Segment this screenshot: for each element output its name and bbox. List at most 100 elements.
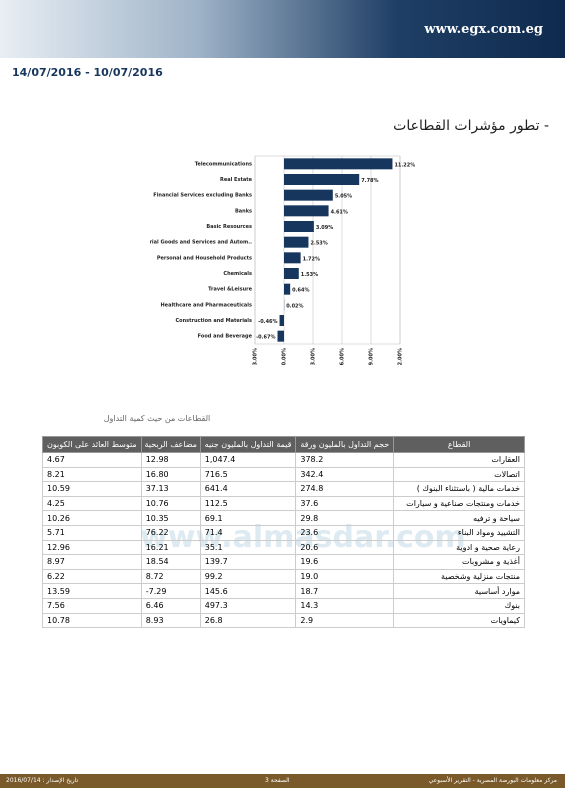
- table-row: موارد أساسية 18.7 145.6 7.29- 13.59: [42, 583, 525, 599]
- table-cell: 16.21: [140, 539, 201, 556]
- column-header: حجم التداول بالمليون ورقة: [295, 436, 395, 453]
- x-tick-label: 12.00%: [398, 348, 404, 365]
- table-cell: 7.29-: [140, 583, 201, 599]
- table-row: أغذية و مشروبات 19.6 139.7 18.54 8.97: [42, 554, 525, 570]
- table-cell: 1,047.4: [199, 452, 297, 468]
- table-cell: التشييد ومواد البناء: [393, 524, 525, 541]
- value-label: 1.53%: [301, 272, 318, 278]
- table-cell: 29.8: [295, 510, 395, 526]
- bar: [284, 205, 329, 217]
- table-cell: 18.54: [140, 554, 201, 570]
- table-cell: 8.97: [42, 554, 142, 570]
- table-row: التشييد ومواد البناء 23.6 71.4 76.22 5.71: [42, 524, 525, 541]
- bar: [284, 221, 314, 232]
- table-cell: خدمات ومنتجات صناعية و سيارات: [393, 495, 525, 512]
- value-label: 11.22%: [394, 162, 415, 168]
- table-cell: 342.4: [295, 466, 395, 483]
- table-cell: بنوك: [393, 597, 525, 614]
- x-tick-label: 3.00%: [311, 348, 317, 365]
- value-label: 1.72%: [303, 256, 320, 262]
- table-row: رعاية صحية و ادوية 20.6 35.1 16.21 12.96: [42, 539, 525, 556]
- page-number: الصفحة 3: [265, 777, 290, 784]
- category-label: Food and Beverage: [198, 334, 253, 340]
- table-cell: 71.4: [199, 524, 297, 541]
- table-cell: 18.7: [295, 583, 395, 599]
- table-cell: 10.35: [140, 510, 201, 526]
- chart: -3.00% 0.00% 3.00% 6.00% 9.00% 12.00% Telecomm…: [150, 155, 415, 365]
- table-cell: 5.71: [42, 524, 142, 541]
- footer: مركز معلومات البورصة المصرية - التقرير ا…: [0, 774, 565, 788]
- table-caption: القطاعات من حيث كمية التداول: [103, 414, 211, 423]
- table-cell: 35.1: [199, 539, 297, 556]
- column-header: القطاع: [393, 436, 525, 453]
- value-label: 0.64%: [292, 288, 309, 294]
- bar: [284, 252, 301, 264]
- header-row: القطاع حجم التداول بالمليون ورقة قيمة التد…: [42, 436, 525, 453]
- bar: [284, 174, 360, 185]
- x-tick-label: 6.00%: [340, 348, 346, 365]
- category-label: Telecommunications: [195, 161, 252, 167]
- table-cell: 13.59: [42, 583, 142, 599]
- column-header: قيمة التداول بالمليون جنيه: [199, 436, 297, 453]
- value-label: 0.02%: [286, 303, 303, 309]
- value-label: 3.09%: [316, 225, 333, 231]
- table-cell: خدمات مالية ( باستثناء البنوك ): [393, 481, 525, 497]
- bar: [279, 315, 284, 326]
- sector-table: القطاع حجم التداول بالمليون ورقة قيمة التد…: [42, 436, 525, 629]
- table-cell: 76.22: [140, 524, 201, 541]
- table-cell: رعاية صحية و ادوية: [393, 539, 525, 556]
- column-header: مضاعف الربحية: [140, 436, 201, 453]
- table-cell: سياحة و ترفيه: [393, 510, 525, 526]
- table-cell: 16.80: [140, 466, 201, 483]
- table-cell: 378.2: [295, 452, 395, 468]
- table-cell: 10.26: [42, 510, 142, 526]
- table-cell: 10.59: [42, 481, 142, 497]
- bar: [284, 189, 333, 201]
- table-cell: 8.72: [140, 568, 201, 585]
- table-cell: 14.3: [295, 597, 395, 614]
- plot-area: [254, 155, 401, 345]
- table-row: سياحة و ترفيه 29.8 69.1 10.35 10.26: [42, 510, 525, 526]
- table-cell: 69.1: [199, 510, 297, 526]
- table-cell: 10.76: [140, 495, 201, 512]
- bar: [284, 268, 299, 279]
- category-label: Real Estate: [220, 177, 253, 183]
- table-cell: 6.22: [42, 568, 142, 585]
- section-title: - تطور مؤشرات القطاعات: [393, 118, 549, 134]
- table-cell: 4.25: [42, 495, 142, 512]
- category-label: Chemicals: [223, 271, 252, 277]
- table-cell: 7.56: [42, 597, 142, 614]
- table-row: خدمات مالية ( باستثناء البنوك ) 274.8 641.…: [42, 481, 525, 497]
- table-cell: 99.2: [199, 568, 297, 585]
- table-cell: 6.46: [140, 597, 201, 614]
- category-label: Personal and Household Products: [157, 255, 252, 261]
- table-cell: 112.5: [199, 495, 297, 512]
- issue-date: تاريخ الإصدار : 2016/07/14: [6, 777, 79, 784]
- category-label: Financial Services excluding Banks: [153, 193, 252, 199]
- table-cell: 10.78: [42, 612, 142, 629]
- table-cell: منتجات منزلية وشخصية: [393, 568, 525, 585]
- table-cell: 23.6: [295, 524, 395, 541]
- table-cell: 716.5: [199, 466, 297, 483]
- table-cell: 37.6: [295, 495, 395, 512]
- table-cell: 26.8: [199, 612, 297, 629]
- table-cell: 274.8: [295, 481, 395, 497]
- table-cell: 2.9: [295, 612, 395, 629]
- category-label: Healthcare and Pharmaceuticals: [161, 302, 253, 308]
- table-cell: 4.67: [42, 452, 142, 468]
- value-label: 4.61%: [331, 209, 348, 215]
- table-cell: العقارات: [393, 452, 525, 468]
- date-range: 14/07/2016 - 10/07/2016: [12, 66, 163, 79]
- table-cell: 641.4: [199, 481, 297, 497]
- category-label: Industrial Goods and Services and Autom.…: [150, 240, 252, 246]
- value-label: 5.05%: [335, 194, 352, 200]
- column-header: متوسط العائد على الكوبون: [42, 436, 142, 453]
- table-cell: 20.6: [295, 539, 395, 556]
- publisher: مركز معلومات البورصة المصرية - التقرير ا…: [428, 777, 557, 784]
- value-label: -0.67%: [256, 335, 275, 341]
- table-cell: 145.6: [199, 583, 297, 599]
- table-cell: 19.6: [295, 554, 395, 570]
- x-tick-label: 0.00%: [282, 348, 288, 365]
- table-cell: كيماويات: [393, 612, 525, 629]
